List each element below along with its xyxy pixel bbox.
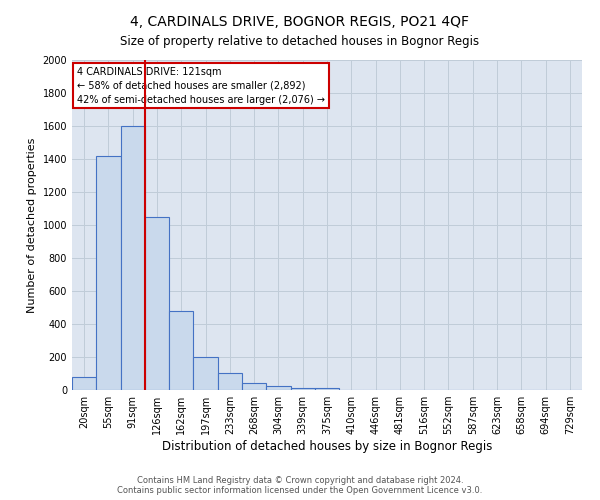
Y-axis label: Number of detached properties: Number of detached properties [27,138,37,312]
Bar [315,388,339,390]
Bar [218,372,242,390]
Bar [193,357,218,390]
Text: 4 CARDINALS DRIVE: 121sqm
← 58% of detached houses are smaller (2,892)
42% of se: 4 CARDINALS DRIVE: 121sqm ← 58% of detac… [77,66,325,104]
Bar [145,217,169,390]
Bar [290,388,315,390]
Text: Contains HM Land Registry data © Crown copyright and database right 2024.
Contai: Contains HM Land Registry data © Crown c… [118,476,482,495]
Bar [121,126,145,390]
X-axis label: Distribution of detached houses by size in Bognor Regis: Distribution of detached houses by size … [162,440,492,453]
Bar [96,156,121,390]
Bar [169,311,193,390]
Bar [266,386,290,390]
Text: Size of property relative to detached houses in Bognor Regis: Size of property relative to detached ho… [121,35,479,48]
Bar [242,384,266,390]
Bar [72,377,96,390]
Text: 4, CARDINALS DRIVE, BOGNOR REGIS, PO21 4QF: 4, CARDINALS DRIVE, BOGNOR REGIS, PO21 4… [131,15,470,29]
